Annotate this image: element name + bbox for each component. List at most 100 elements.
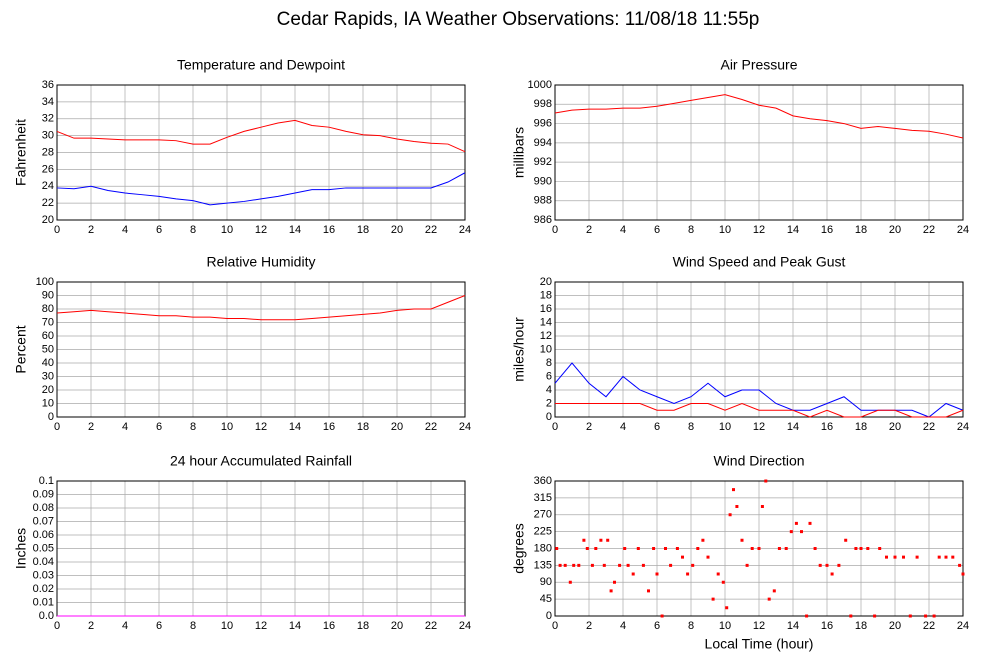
data-point: [915, 555, 919, 559]
data-point: [808, 521, 812, 525]
data-point: [606, 538, 610, 542]
data-point: [772, 589, 776, 593]
y-tick-label: 45: [540, 593, 552, 605]
y-tick-label: 8: [546, 357, 552, 369]
x-tick-label: 4: [620, 224, 626, 236]
data-line: [56, 172, 466, 206]
x-tick-label: 22: [425, 421, 437, 433]
y-tick-label: 24: [42, 180, 54, 192]
x-tick-label: 18: [855, 224, 867, 236]
y-tick-label: 225: [534, 526, 552, 538]
data-point: [908, 614, 912, 618]
y-tick-label: 1000: [528, 79, 552, 91]
data-point: [696, 547, 700, 550]
y-tick-label: 22: [42, 197, 54, 209]
data-point: [652, 547, 656, 550]
x-tick-label: 8: [688, 421, 694, 433]
y-tick-label: 996: [534, 117, 552, 129]
y-axis-label: miles/hour: [511, 317, 527, 382]
data-point: [664, 547, 667, 550]
y-tick-label: 0.09: [33, 488, 54, 500]
x-tick-label: 22: [425, 224, 437, 236]
data-point: [599, 538, 603, 542]
x-tick-label: 4: [620, 620, 626, 632]
x-tick-label: 12: [255, 224, 267, 236]
data-point: [636, 547, 640, 550]
y-tick-label: 36: [42, 79, 54, 91]
y-tick-label: 40: [42, 357, 54, 369]
x-tick-label: 14: [787, 620, 799, 632]
x-tick-label: 14: [289, 620, 301, 632]
x-tick-label: 0: [552, 620, 558, 632]
x-tick-label: 16: [821, 224, 833, 236]
data-point: [585, 547, 589, 550]
x-tick-label: 6: [156, 421, 162, 433]
chart-title: Relative Humidity: [207, 254, 316, 270]
x-axis-label: Local Time (hour): [705, 636, 814, 652]
data-point: [641, 563, 645, 567]
x-tick-label: 6: [654, 620, 660, 632]
y-tick-label: 4: [546, 384, 552, 396]
data-point: [944, 555, 948, 559]
x-tick-label: 0: [552, 224, 558, 236]
data-point: [613, 580, 616, 584]
x-tick-label: 24: [459, 620, 471, 632]
y-tick-label: 998: [534, 98, 552, 110]
y-tick-label: 315: [534, 492, 552, 504]
x-tick-label: 18: [357, 224, 369, 236]
y-tick-label: 30: [42, 130, 54, 142]
x-tick-label: 14: [289, 224, 301, 236]
x-tick-label: 22: [425, 620, 437, 632]
data-point: [932, 614, 936, 618]
x-tick-label: 2: [88, 421, 94, 433]
data-point: [590, 563, 594, 567]
x-tick-label: 14: [787, 421, 799, 433]
x-tick-label: 16: [323, 421, 335, 433]
y-tick-label: 20: [540, 276, 552, 288]
x-tick-label: 4: [620, 421, 626, 433]
data-point: [844, 538, 848, 542]
data-point: [750, 547, 754, 550]
x-tick-label: 16: [323, 224, 335, 236]
x-tick-label: 0: [54, 224, 60, 236]
y-tick-label: 80: [42, 303, 54, 315]
chart-title: Temperature and Dewpoint: [177, 57, 345, 73]
x-tick-label: 12: [753, 421, 765, 433]
data-point: [660, 614, 664, 618]
data-point: [706, 555, 710, 559]
data-point: [594, 547, 598, 550]
x-tick-label: 12: [255, 421, 267, 433]
x-tick-label: 12: [753, 620, 765, 632]
y-tick-label: 992: [534, 156, 552, 168]
data-line: [555, 402, 964, 418]
data-point: [902, 555, 905, 559]
x-tick-label: 10: [719, 421, 731, 433]
x-tick-label: 2: [586, 620, 592, 632]
data-point: [784, 547, 788, 550]
x-tick-label: 6: [156, 620, 162, 632]
data-line: [56, 295, 466, 321]
x-tick-label: 2: [88, 224, 94, 236]
data-point: [577, 563, 581, 567]
data-point: [951, 555, 955, 559]
data-point: [757, 547, 761, 550]
y-tick-label: 90: [42, 289, 54, 301]
x-tick-label: 18: [357, 620, 369, 632]
data-point: [794, 521, 798, 525]
chart-title: Air Pressure: [720, 57, 797, 73]
page-title: Cedar Rapids, IA Weather Observations: 1…: [277, 9, 760, 30]
data-point: [563, 563, 567, 567]
data-point: [555, 547, 559, 550]
x-tick-label: 10: [221, 620, 233, 632]
y-axis-label: degrees: [511, 523, 527, 574]
x-tick-label: 18: [855, 421, 867, 433]
data-point: [675, 547, 679, 550]
y-tick-label: 28: [42, 146, 54, 158]
y-tick-label: 10: [42, 397, 54, 409]
x-tick-label: 8: [688, 224, 694, 236]
x-tick-label: 8: [190, 224, 196, 236]
y-axis-label: Fahrenheit: [13, 119, 29, 186]
x-tick-label: 20: [391, 620, 403, 632]
y-tick-label: 30: [42, 370, 54, 382]
